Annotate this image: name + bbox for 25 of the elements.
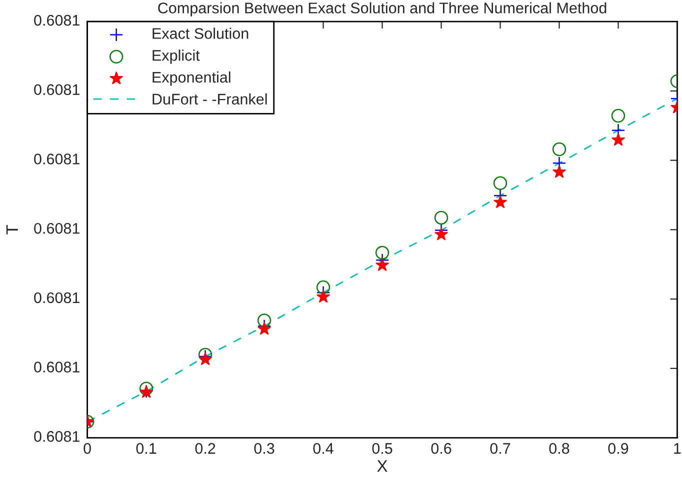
- text: 0.6081: [34, 154, 80, 164]
- x-tick-label: 1: [674, 443, 681, 454]
- text: 0.6081: [34, 222, 80, 234]
- x-axis-title: X: [377, 460, 388, 472]
- y-axis-title: T: [6, 224, 18, 234]
- x-tick-label: 0.7: [490, 443, 510, 454]
- legend-label: DuFort - -Frankel: [152, 93, 267, 105]
- text: 0.6081: [34, 84, 80, 96]
- x-tick-label: 0.3: [254, 443, 274, 454]
- legend-label: Explicit: [152, 50, 200, 64]
- x-tick-label: 0.1: [136, 443, 156, 454]
- legend-label: Exponential: [152, 71, 230, 86]
- legend-label: Exact Solution: [152, 28, 248, 39]
- x-tick-label: 0.5: [372, 443, 392, 454]
- x-tick-label: 0.9: [608, 443, 628, 454]
- text: 0.6081: [34, 362, 80, 372]
- chart-title: Comparsion Between Exact Solution and Three Numerical Method: [158, 2, 606, 16]
- text: 0.6081: [34, 292, 80, 304]
- x-tick-label: 0.2: [195, 443, 216, 454]
- x-tick-label: 0: [84, 443, 91, 454]
- x-tick-label: 0.8: [549, 443, 570, 454]
- x-tick-label: 0.4: [313, 443, 334, 454]
- text: 0.6081: [34, 431, 80, 442]
- x-tick-label: 0.6: [431, 443, 452, 454]
- text: 0.6081: [34, 14, 80, 26]
